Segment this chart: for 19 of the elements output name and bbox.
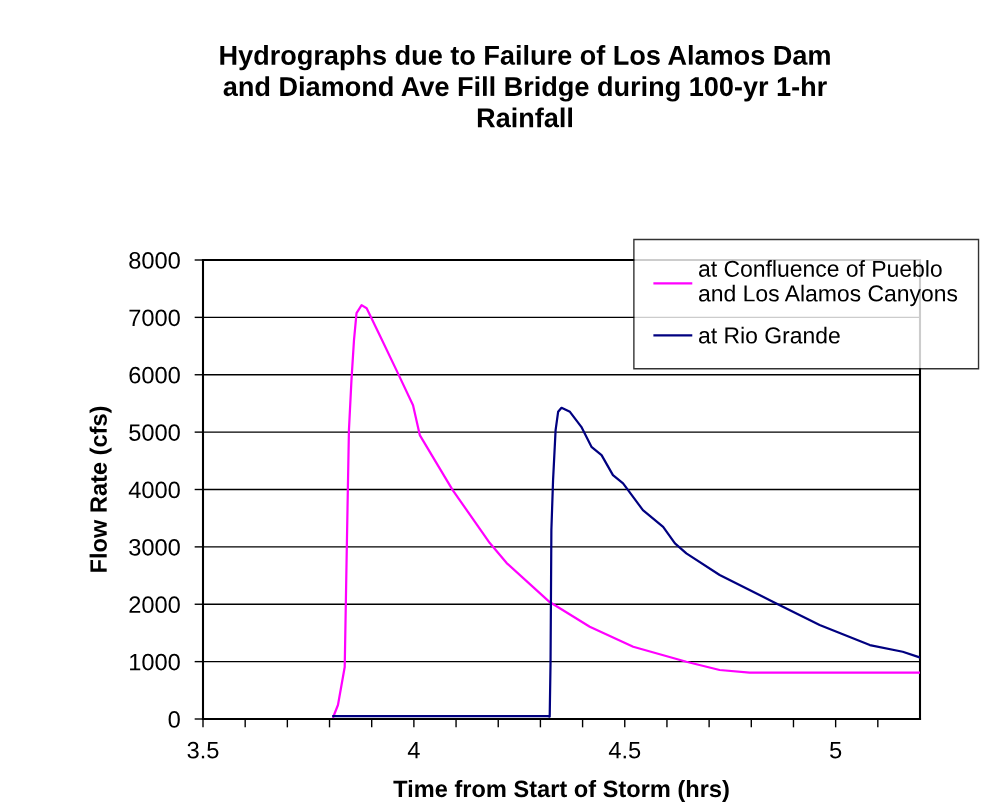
chart-title: Hydrographs due to Failure of Los Alamos Dam and Diamond Ave Fill Bridge during 100-yr 1-hr Rainfall: [220, 45, 830, 128]
x-tick-label: 3.5: [187, 741, 219, 759]
line-series: [332, 406, 920, 718]
y-tick-label: 1000: [130, 653, 180, 671]
y-tick-label: 0: [168, 711, 180, 728]
y-tick-label: 6000: [129, 366, 180, 384]
legend-label: at Rio Grande: [699, 326, 840, 344]
y-tick-label: 3000: [129, 538, 180, 556]
y-tick-label: 8000: [129, 252, 180, 269]
y-tick-label: 4000: [128, 481, 180, 499]
x-axis-title: Time from Start of Storm (hrs): [393, 779, 729, 802]
y-tick-label: 5000: [129, 424, 180, 441]
y-axis-title: Flow Rate (cfs): [89, 406, 112, 572]
legend-label: at Confluence of Pueblo and Los Alamos Canyons: [699, 260, 958, 307]
x-tick-label: 4.5: [608, 742, 641, 759]
x-tick-label: 4: [407, 742, 420, 759]
y-tick-label: 2000: [129, 596, 180, 614]
x-tick-label: 5: [830, 742, 842, 759]
y-tick-label: 7000: [129, 309, 180, 327]
